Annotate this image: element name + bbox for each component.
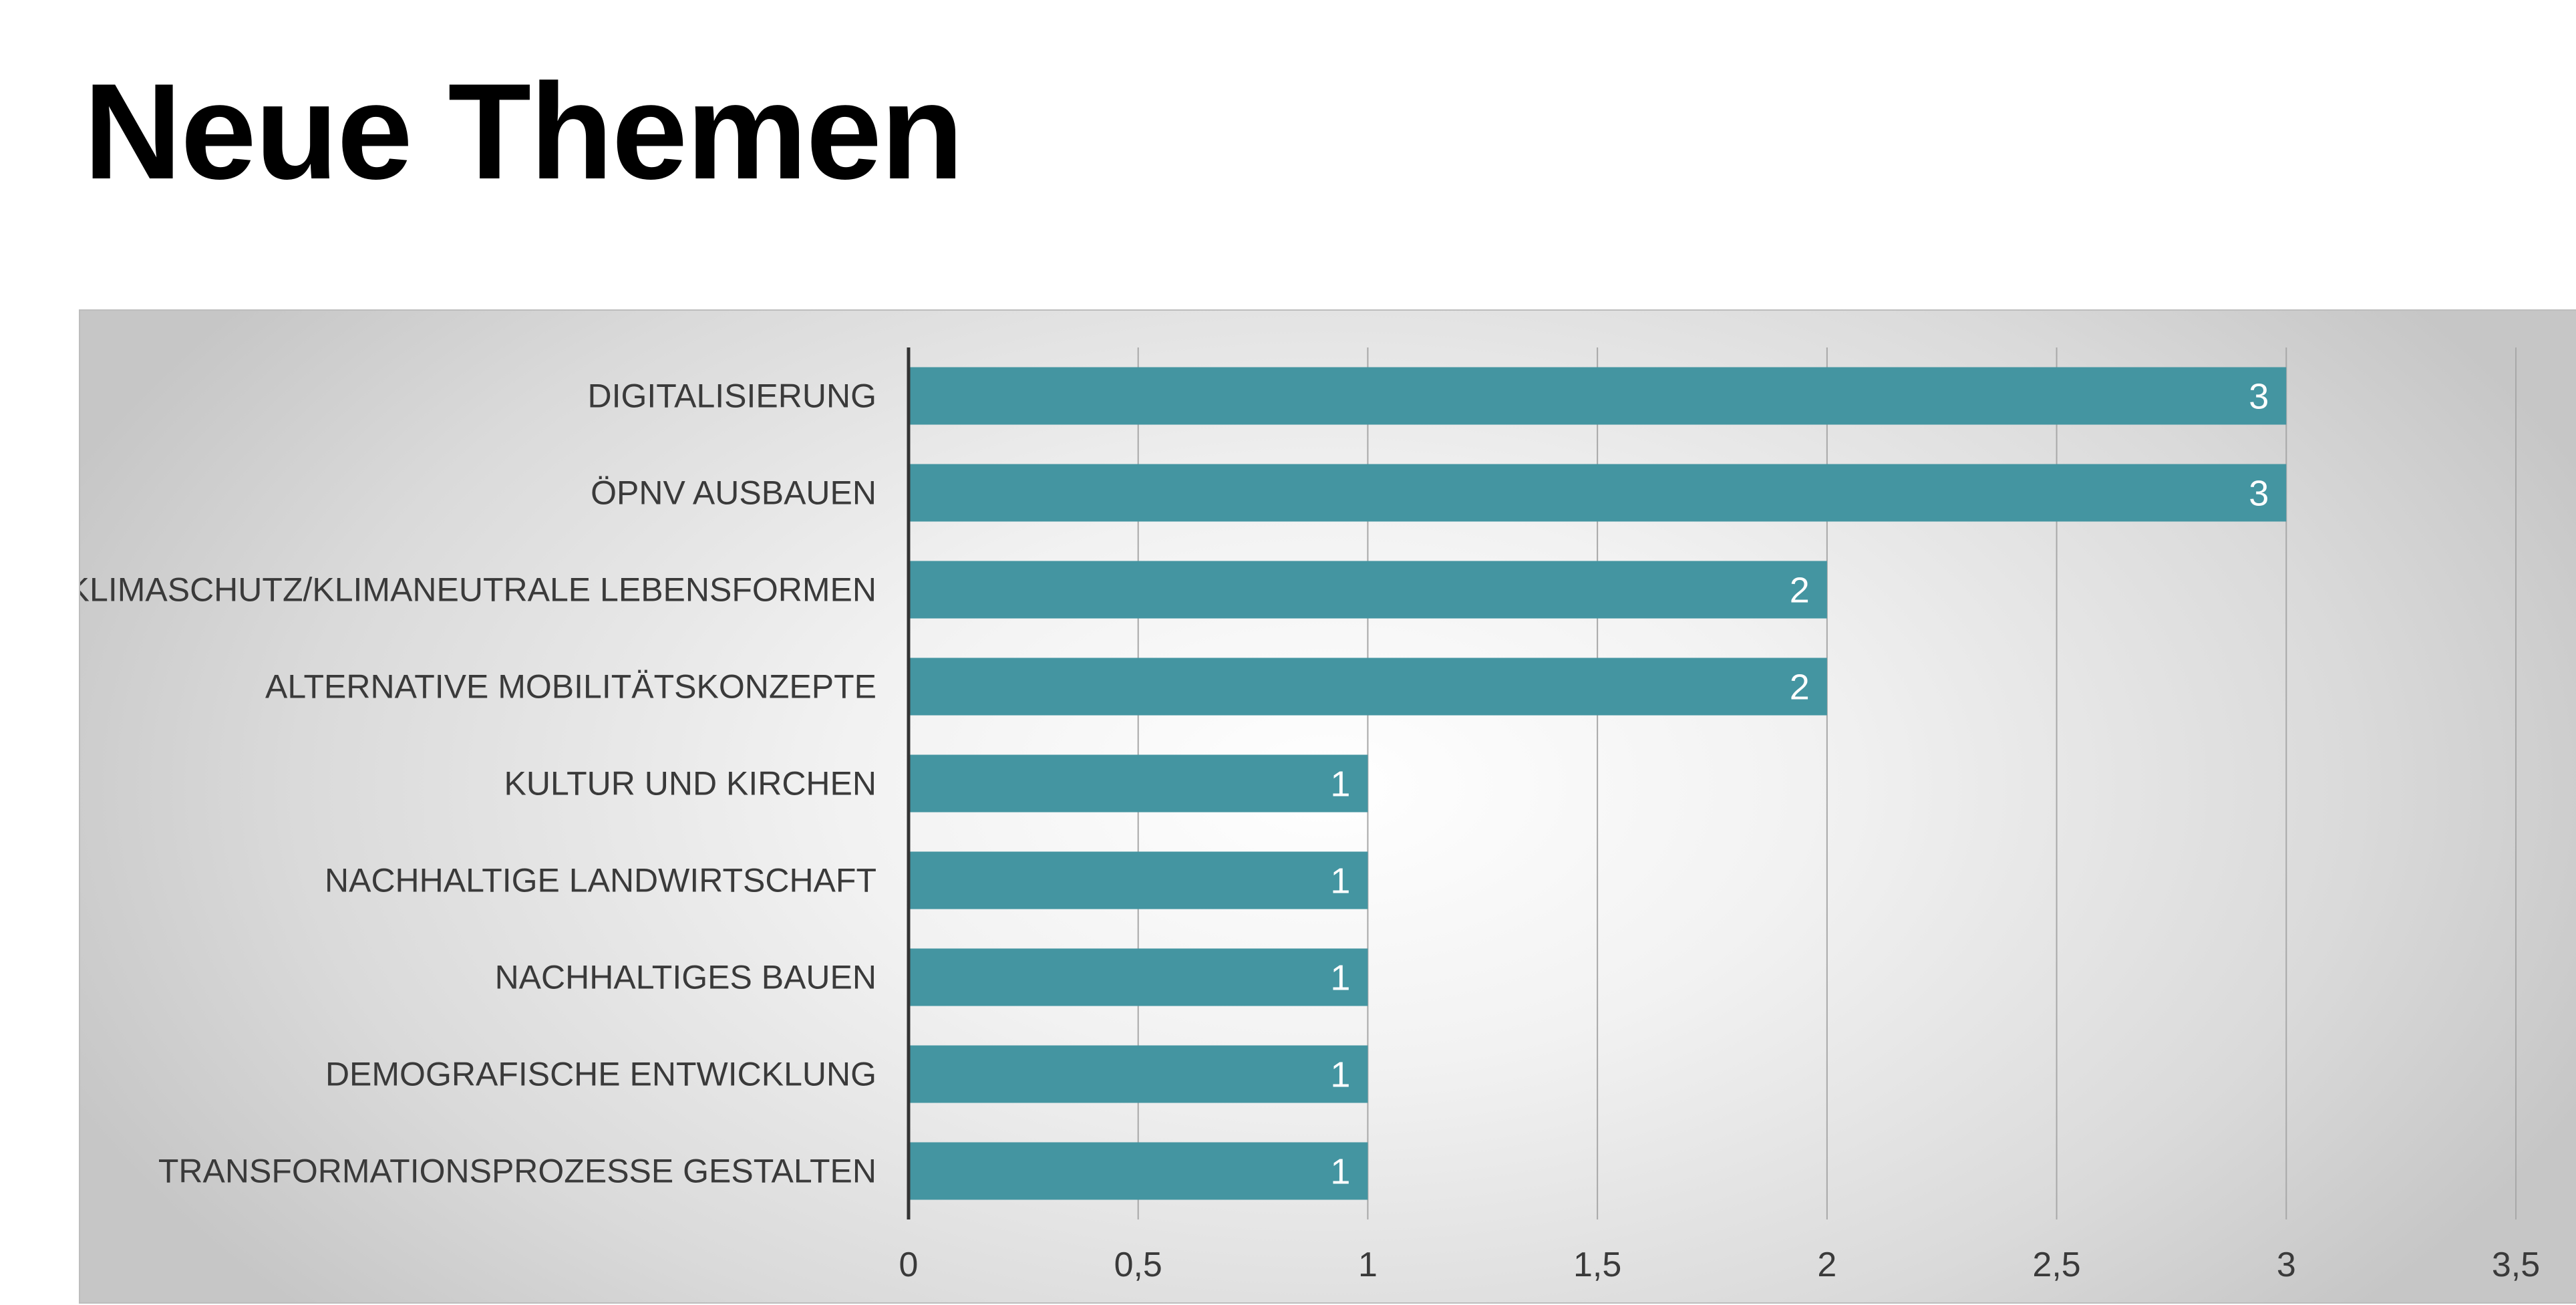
x-tick-label: 3 xyxy=(2277,1246,2296,1284)
data-label: 1 xyxy=(1330,1152,1350,1192)
category-label: NACHHALTIGES BAUEN xyxy=(495,959,876,996)
bar xyxy=(909,754,1368,813)
x-tick-label: 0 xyxy=(899,1246,919,1284)
data-label: 2 xyxy=(1790,668,1810,708)
category-label: NACHHALTIGE LANDWIRTSCHAFT xyxy=(325,862,876,899)
bar xyxy=(909,1142,1368,1200)
x-tick-label: 2 xyxy=(1817,1246,1836,1284)
data-label: 3 xyxy=(2249,377,2269,417)
category-label: DIGITALISIERUNG xyxy=(588,378,876,415)
x-tick-label: 1 xyxy=(1358,1246,1378,1284)
category-label: ÖPNV AUSBAUEN xyxy=(591,474,876,512)
data-label: 3 xyxy=(2249,474,2269,514)
x-tick-label: 1,5 xyxy=(1573,1246,1621,1284)
bar xyxy=(909,658,1827,716)
bar-chart: 3 3 2 2 1 1 1 1 1 DIGITALISIERUNG ÖPNV AUSBAUEN KL… xyxy=(80,347,2541,1284)
data-label: 1 xyxy=(1330,861,1350,901)
data-label: 1 xyxy=(1330,958,1350,998)
bar xyxy=(909,948,1368,1006)
tick-labels: 0 0,5 1 1,5 2 2,5 3 3,5 xyxy=(899,1246,2541,1284)
x-tick-label: 3,5 xyxy=(2492,1246,2540,1284)
bar xyxy=(909,464,2287,522)
page-title: Neue Themen xyxy=(84,55,964,208)
bar xyxy=(909,851,1368,909)
category-label: KULTUR UND KIRCHEN xyxy=(504,765,876,803)
bars: 3 3 2 2 1 1 1 1 1 xyxy=(909,367,2287,1200)
category-label: ALTERNATIVE MOBILITÄTSKONZEPTE xyxy=(265,668,876,706)
bar xyxy=(909,1045,1368,1103)
data-label: 1 xyxy=(1330,1055,1350,1095)
data-label: 2 xyxy=(1790,571,1810,611)
category-label: KLIMASCHUTZ/KLIMANEUTRALE LEBENSFORMEN xyxy=(80,571,876,609)
category-label: TRANSFORMATIONSPROZESSE GESTALTEN xyxy=(158,1153,876,1190)
bar xyxy=(909,561,1827,619)
chart-panel: 3 3 2 2 1 1 1 1 1 DIGITALISIERUNG ÖPNV AUSBAUEN KL… xyxy=(79,309,2576,1304)
category-label: DEMOGRAFISCHE ENTWICKLUNG xyxy=(325,1056,876,1093)
x-tick-label: 0,5 xyxy=(1114,1246,1162,1284)
bar xyxy=(909,367,2287,425)
category-labels: DIGITALISIERUNG ÖPNV AUSBAUEN KLIMASCHUTZ/… xyxy=(80,378,876,1190)
x-tick-label: 2,5 xyxy=(2032,1246,2080,1284)
data-label: 1 xyxy=(1330,764,1350,805)
